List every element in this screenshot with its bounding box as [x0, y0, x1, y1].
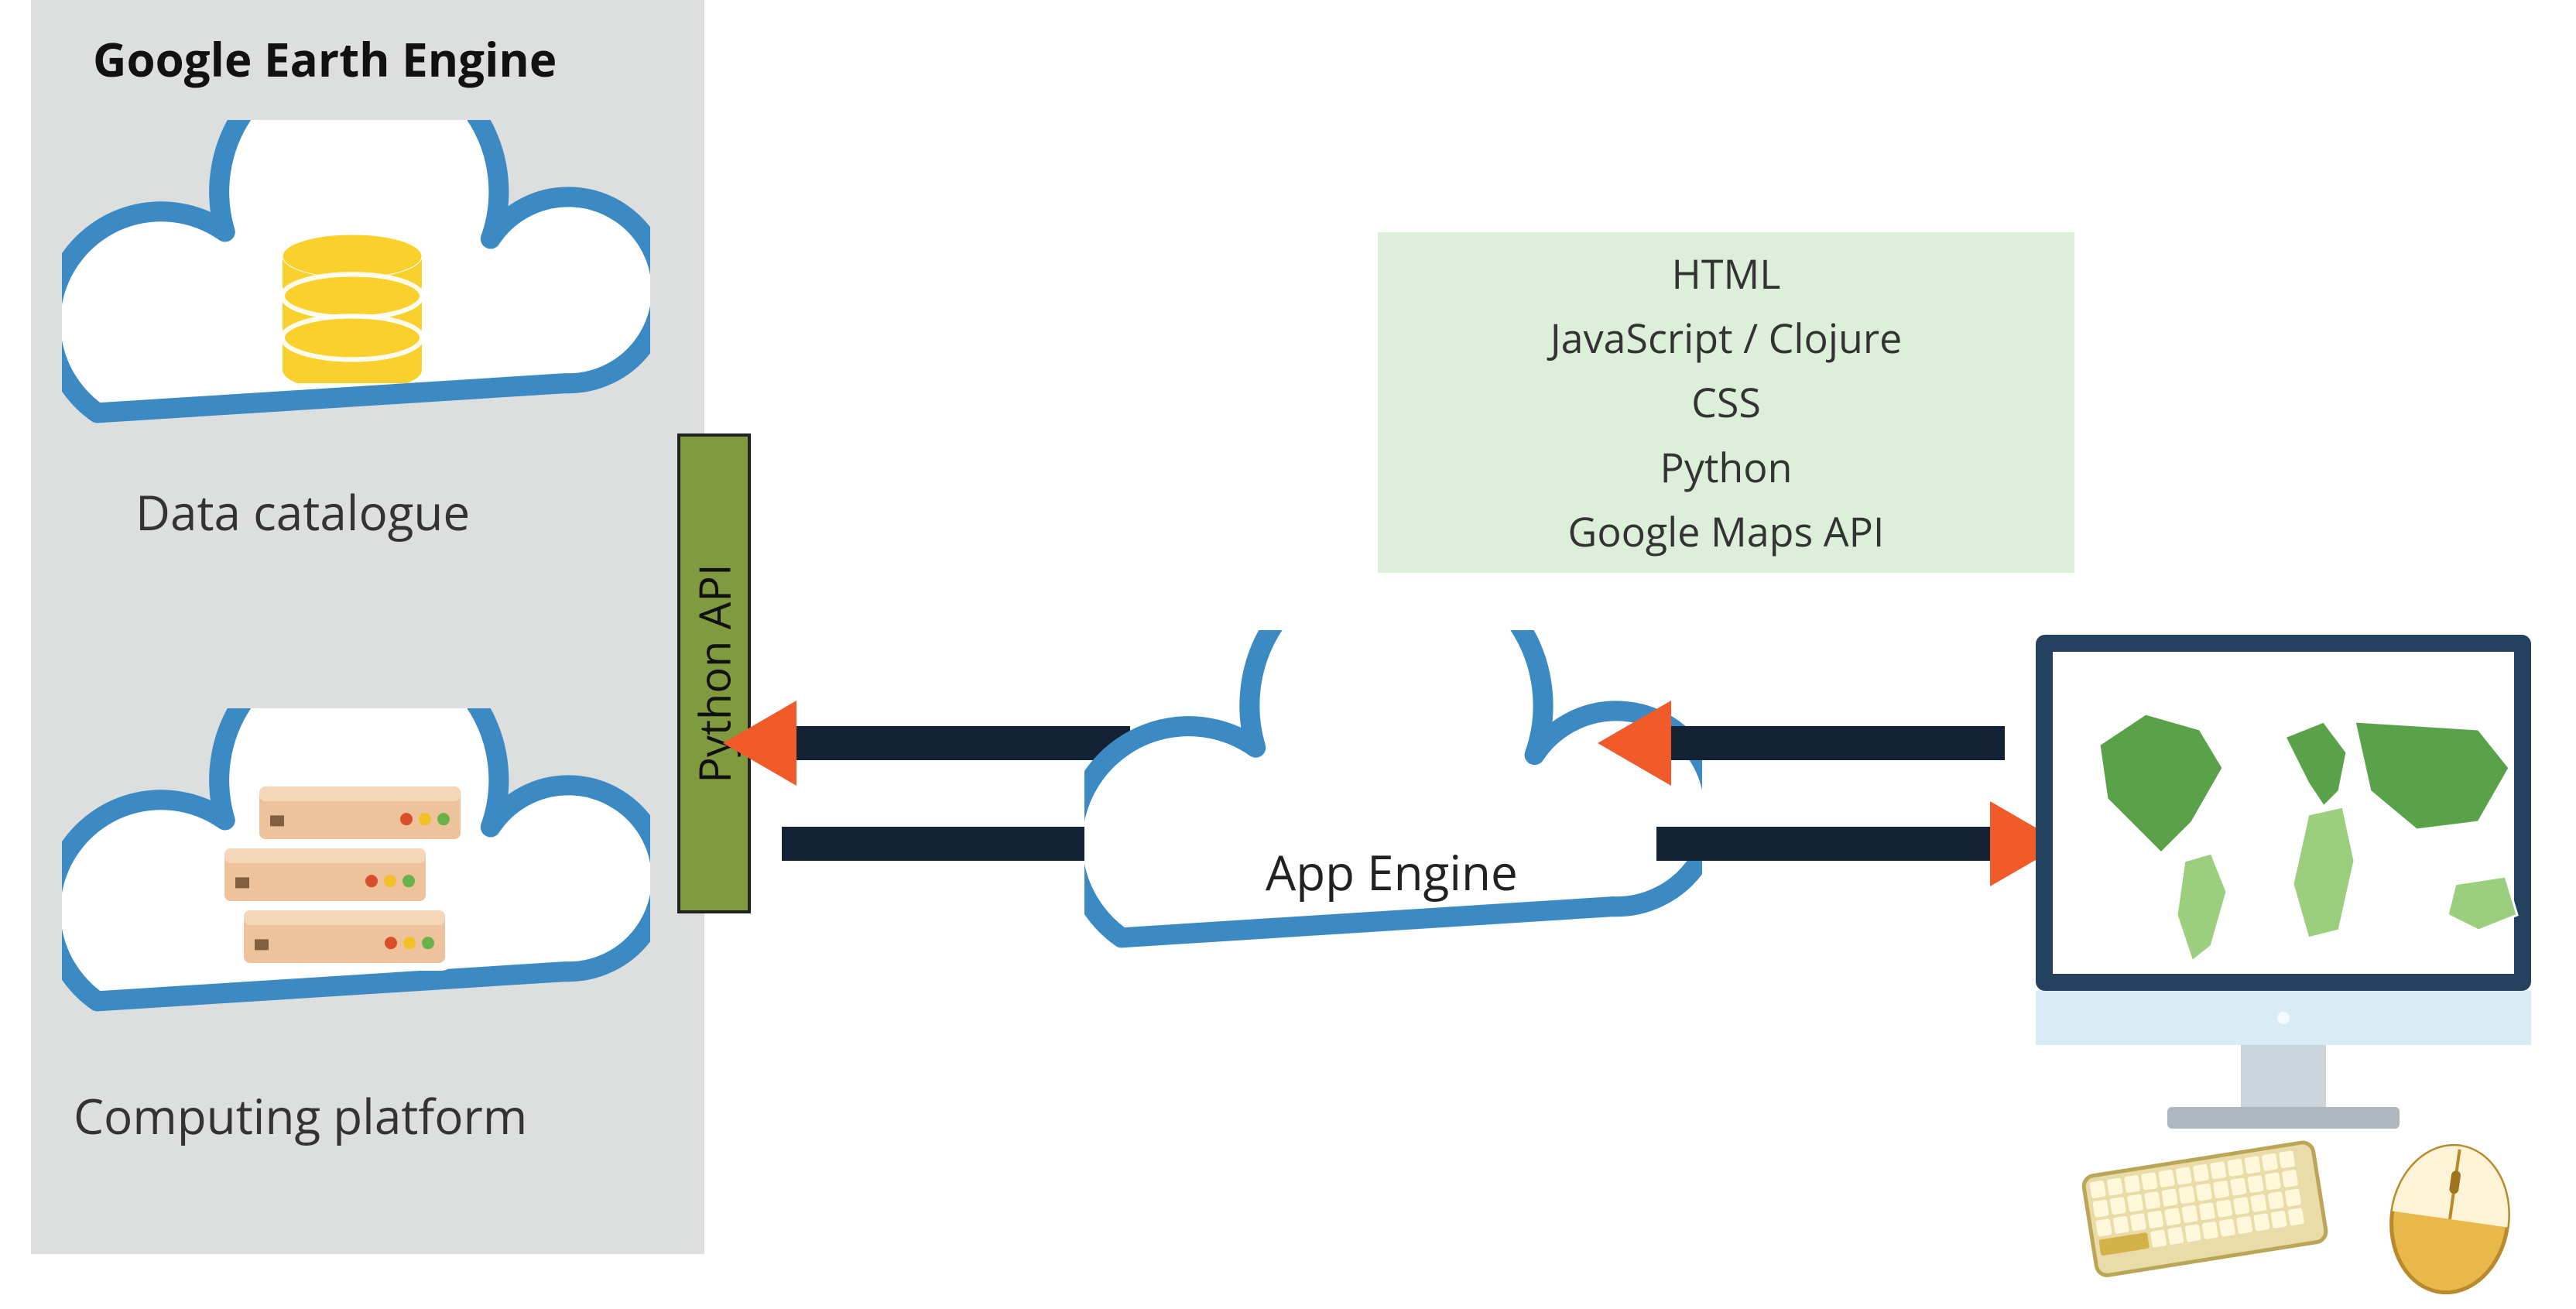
gee-title: Google Earth Engine [93, 27, 557, 91]
mouse-icon [2373, 1129, 2526, 1309]
tech-line: Python [1660, 445, 1793, 489]
computing-platform-label: Computing platform [74, 1084, 527, 1149]
database-icon [275, 228, 430, 383]
tech-line: HTML [1672, 252, 1781, 296]
app-engine-label: App Engine [1266, 840, 1518, 905]
tech-line: CSS [1691, 380, 1761, 424]
monitor-icon [2036, 635, 2531, 1177]
servers-icon [221, 779, 484, 986]
tech-stack-box: HTML JavaScript / Clojure CSS Python Google … [1378, 232, 2074, 573]
data-catalogue-label: Data catalogue [135, 480, 470, 545]
tech-line: JavaScript / Clojure [1550, 316, 1903, 360]
arrows-appengine-client [1575, 685, 2086, 902]
tech-line: Google Maps API [1568, 509, 1885, 553]
